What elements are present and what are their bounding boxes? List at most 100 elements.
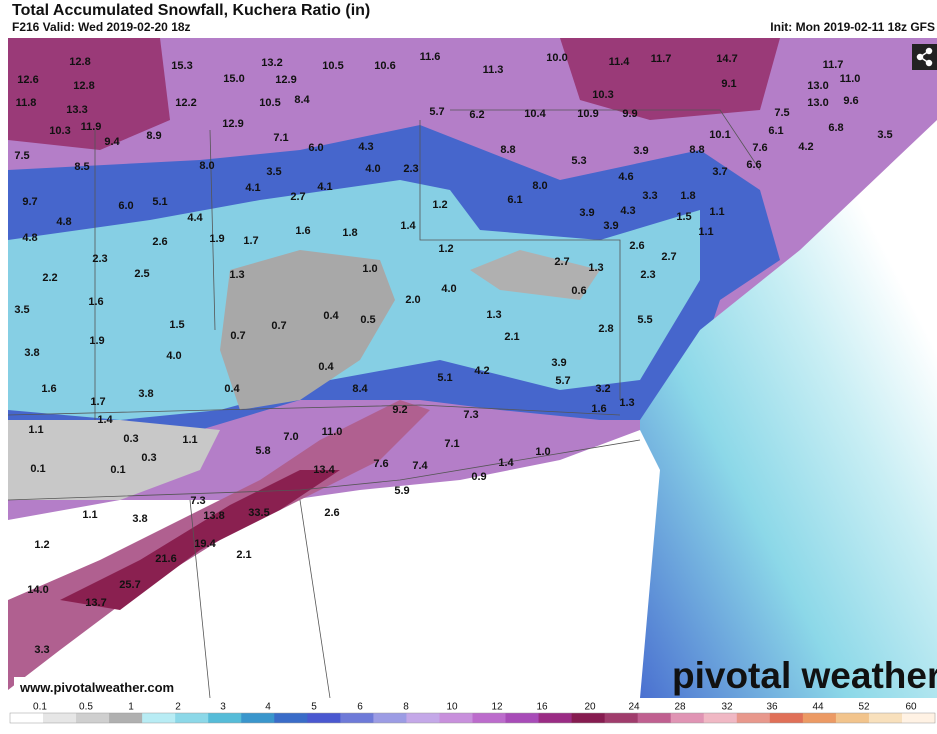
snowfall-label: 12.9	[222, 118, 243, 130]
heavy-snow-swath	[60, 470, 340, 610]
snowfall-label: 1.0	[362, 263, 377, 275]
snowfall-label: 10.3	[592, 89, 613, 101]
colorbar-cell	[703, 713, 738, 723]
snowfall-label: 5.5	[637, 314, 652, 326]
colorbar-label: 32	[721, 702, 733, 713]
snowfall-label: 10.5	[322, 60, 343, 72]
snowfall-label: 3.8	[24, 347, 39, 359]
snowfall-label: 2.7	[661, 251, 676, 263]
snowfall-label: 1.2	[34, 539, 49, 551]
snowfall-label: 11.3	[483, 64, 504, 76]
snowfall-label: 1.3	[486, 309, 501, 321]
snowfall-label: 13.0	[807, 80, 828, 92]
snowfall-label: 9.2	[392, 404, 407, 416]
snowfall-label: 3.5	[877, 129, 892, 141]
snowfall-label: 13.0	[807, 97, 828, 109]
snowfall-label: 11.0	[322, 426, 343, 438]
snowfall-label: 10.4	[524, 108, 546, 120]
colorbar-label: 28	[674, 702, 686, 713]
colorbar-label: 20	[584, 702, 596, 713]
snowfall-label: 14.0	[27, 584, 48, 596]
snowfall-label: 9.6	[843, 95, 858, 107]
colorbar-frame	[9, 712, 936, 724]
share-button[interactable]	[912, 44, 937, 70]
colorbar-label: 12	[491, 702, 503, 713]
snowfall-label: 7.6	[373, 458, 388, 470]
colorbar-cell	[406, 713, 440, 723]
colorbar-cell	[373, 713, 407, 723]
snowfall-label: 25.7	[119, 579, 140, 591]
snowfall-label: 1.0	[535, 446, 550, 458]
snowfall-label: 7.4	[412, 460, 428, 472]
snowfall-label: 0.9	[471, 471, 486, 483]
snowfall-label: 0.7	[271, 320, 286, 332]
snowfall-label: 7.5	[774, 107, 789, 119]
colorbar-label: 3	[220, 702, 226, 713]
snowfall-label: 3.3	[642, 190, 657, 202]
colorbar-label: 24	[628, 702, 640, 713]
colorbar-label: 4	[265, 702, 271, 713]
snowfall-label: 0.3	[141, 452, 156, 464]
snowfall-label: 0.3	[123, 433, 138, 445]
snowfall-label: 1.4	[97, 414, 113, 426]
snowfall-label: 1.2	[438, 243, 453, 255]
colorbar-cell	[736, 713, 771, 723]
snowfall-label: 10.3	[49, 125, 70, 137]
snowfall-label: 1.4	[498, 457, 514, 469]
snowfall-label: 13.8	[203, 510, 224, 522]
snowfall-label: 11.7	[651, 53, 672, 65]
snowfall-label: 1.6	[88, 296, 103, 308]
colorbar-cell	[208, 713, 242, 723]
snowfall-label: 1.3	[619, 397, 634, 409]
snowfall-label: 4.8	[22, 232, 37, 244]
snowfall-labels: 12.8 15.3 13.2 10.5 10.6 11.6 11.3 10.0 11.4 11.7…	[14, 51, 892, 656]
snowfall-label: 0.1	[30, 463, 45, 475]
snowfall-label: 1.5	[169, 319, 184, 331]
url-box	[14, 677, 200, 697]
snowfall-label: 2.3	[640, 269, 655, 281]
snowfall-label: 8.0	[532, 180, 547, 192]
snowfall-label: 2.5	[134, 268, 149, 280]
snowfall-label: 3.5	[266, 166, 281, 178]
snowfall-label: 15.3	[171, 60, 192, 72]
snowfall-label: 9.4	[104, 136, 120, 148]
border	[189, 499, 331, 699]
snowfall-label: 1.6	[591, 403, 606, 415]
site-url: www.pivotalweather.com	[19, 680, 174, 695]
snowfall-label: 2.7	[554, 256, 569, 268]
snowfall-label: 1.1	[182, 434, 197, 446]
snowfall-label: 12.8	[69, 56, 90, 68]
border	[7, 404, 621, 416]
snowfall-label: 1.8	[680, 190, 695, 202]
snowfall-label: 12.6	[17, 74, 38, 86]
snowfall-label: 1.5	[676, 211, 691, 223]
snowfall-label: 12.8	[73, 80, 94, 92]
snowfall-label: 7.0	[283, 431, 298, 443]
snowfall-label: 2.6	[152, 236, 167, 248]
snowfall-label: 6.0	[308, 142, 323, 154]
snowfall-label: 4.3	[358, 141, 373, 153]
colorbar-cell	[868, 713, 903, 723]
colorbar-cell	[439, 713, 473, 723]
snowfall-label: 2.0	[405, 294, 420, 306]
snowfall-label: 11.0	[840, 73, 861, 85]
snowfall-label: 6.1	[768, 125, 783, 137]
snowfall-label: 9.9	[622, 108, 637, 120]
snowfall-label: 4.2	[798, 141, 813, 153]
snowfall-label: 7.5	[14, 150, 29, 162]
snowfall-label: 7.3	[463, 409, 478, 421]
ocean	[640, 120, 937, 698]
snowfall-label: 1.1	[698, 226, 713, 238]
snowfall-label: 6.6	[746, 159, 761, 171]
snowfall-label: 11.4	[609, 56, 631, 68]
snowfall-label: 7.6	[752, 142, 767, 154]
colorbar-label: 0.5	[79, 702, 93, 713]
snowfall-label: 5.8	[255, 445, 270, 457]
share-icon	[916, 47, 933, 67]
colorbar-cell	[802, 713, 837, 723]
snowfall-label: 0.1	[110, 464, 125, 476]
snowfall-label: 1.8	[342, 227, 357, 239]
snowfall-label: 5.1	[437, 372, 452, 384]
border	[7, 439, 641, 501]
